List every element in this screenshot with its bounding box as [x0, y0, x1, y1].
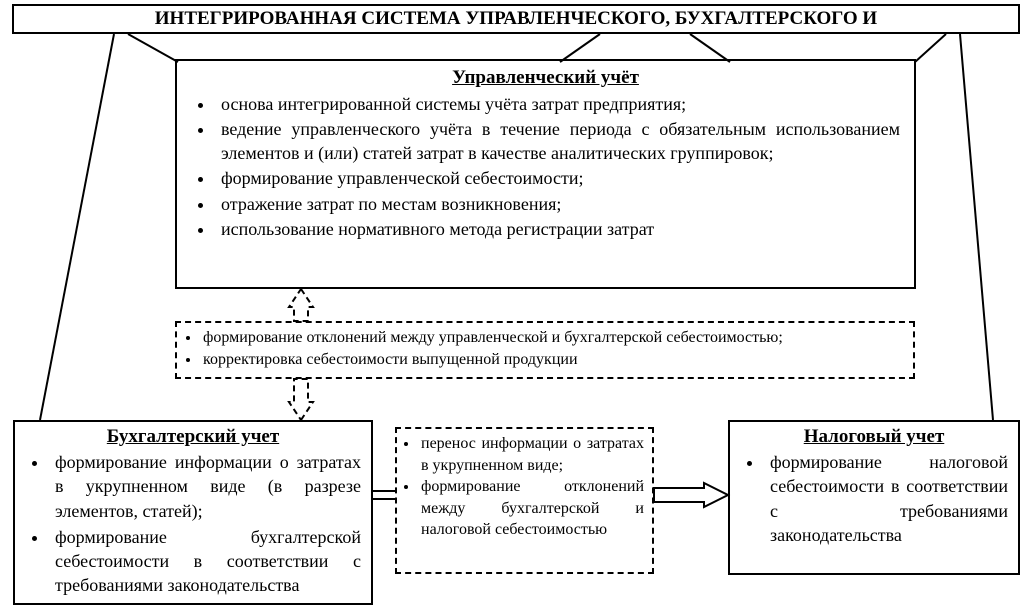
tax-box: Налоговый учет формирование налоговой се…: [728, 420, 1020, 575]
transfer-bullet: формирование отклонений между бухгалтерс…: [419, 476, 644, 541]
transfer-bullet: перенос информации о затратах в укрупнен…: [419, 433, 644, 476]
deviation-bullet: формирование отклонений между управленче…: [201, 327, 903, 349]
management-bullets: основа интегрированной системы учёта зат…: [191, 93, 900, 241]
management-bullet: отражение затрат по местам возникновения…: [215, 193, 900, 216]
tax-bullet: формирование налоговой себестоимости в с…: [764, 450, 1008, 547]
transfer-bullets: перенос информации о затратах в укрупнен…: [405, 433, 644, 541]
tax-title: Налоговый учет: [740, 426, 1008, 448]
management-bullet: основа интегрированной системы учёта зат…: [215, 93, 900, 116]
accounting-bullet: формирование информации о затратах в укр…: [49, 450, 361, 523]
title-box: ИНТЕГРИРОВАННАЯ СИСТЕМА УПРАВЛЕНЧЕСКОГО,…: [12, 4, 1020, 34]
management-bullet: использование нормативного метода регист…: [215, 218, 900, 241]
deviation-bullets: формирование отклонений между управленче…: [187, 327, 903, 370]
accounting-box: Бухгалтерский учет формирование информац…: [13, 420, 373, 605]
accounting-title: Бухгалтерский учет: [25, 426, 361, 448]
tax-bullets: формирование налоговой себестоимости в с…: [740, 450, 1008, 547]
accounting-bullet: формирование бухгалтерской себестоимости…: [49, 525, 361, 598]
diagram-stage: ИНТЕГРИРОВАННАЯ СИСТЕМА УПРАВЛЕНЧЕСКОГО,…: [0, 0, 1032, 609]
management-bullet: формирование управленческой себестоимост…: [215, 167, 900, 190]
management-title: Управленческий учёт: [191, 67, 900, 89]
deviation-bullet: корректировка себестоимости выпущенной п…: [201, 349, 903, 371]
management-bullet: ведение управленческого учёта в течение …: [215, 118, 900, 165]
transfer-box: перенос информации о затратах в укрупнен…: [395, 427, 654, 574]
title-text: ИНТЕГРИРОВАННАЯ СИСТЕМА УПРАВЛЕНЧЕСКОГО,…: [155, 8, 877, 29]
management-box: Управленческий учёт основа интегрированн…: [175, 59, 916, 289]
accounting-bullets: формирование информации о затратах в укр…: [25, 450, 361, 598]
deviation-box: формирование отклонений между управленче…: [175, 321, 915, 379]
